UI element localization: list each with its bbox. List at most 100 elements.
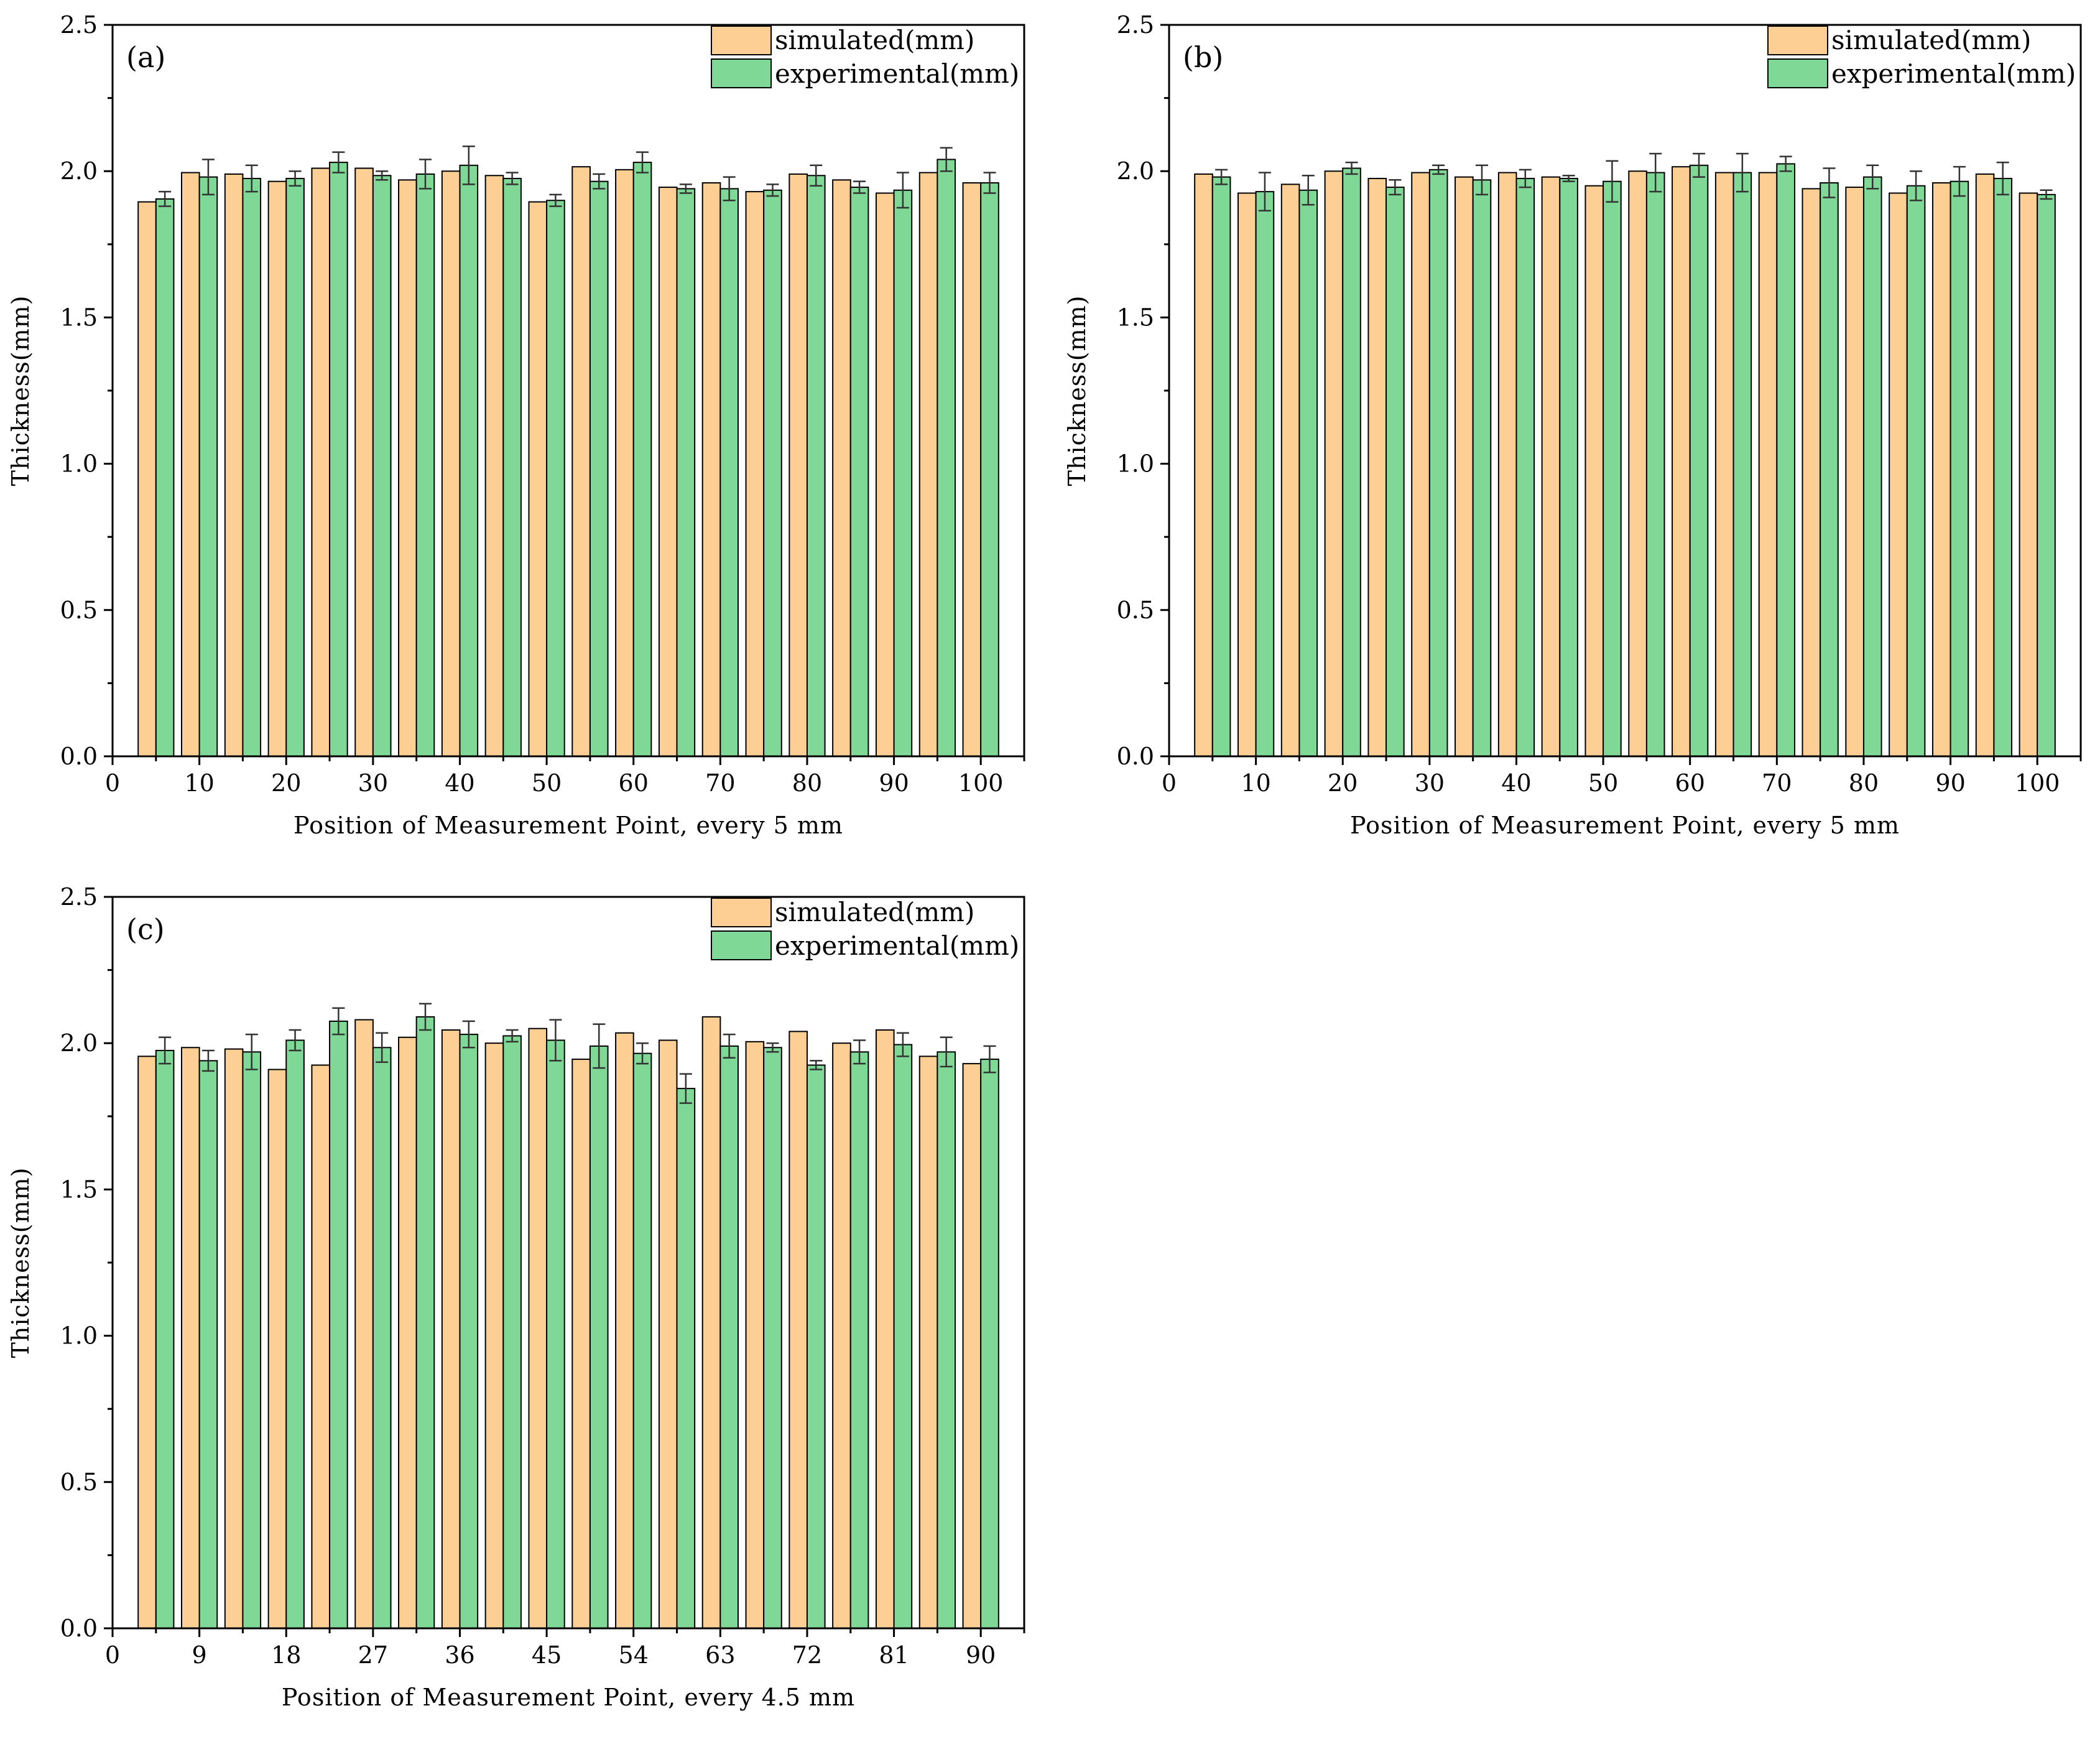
x-tick-label: 0 <box>105 1641 120 1669</box>
error-bar <box>983 1045 996 1074</box>
bar-simulated <box>701 182 721 757</box>
error-bar <box>1910 170 1923 202</box>
x-tick-label: 40 <box>1501 769 1531 797</box>
bar-experimental <box>285 177 305 757</box>
bar-experimental <box>1689 164 1709 757</box>
bar-simulated <box>224 1048 244 1630</box>
panel-label: (b) <box>1183 40 1223 74</box>
bar-simulated <box>1541 176 1561 758</box>
x-tick-label: 30 <box>1415 769 1445 797</box>
legend-swatch-simulated <box>711 898 772 927</box>
bar-experimental <box>155 1049 175 1629</box>
bar-experimental <box>155 198 175 757</box>
error-bar <box>1779 155 1792 172</box>
y-tick-label: 1.5 <box>60 304 98 331</box>
error-bar <box>1866 164 1879 190</box>
bar-simulated <box>875 192 895 758</box>
error-bar <box>853 1039 866 1065</box>
y-tick-label: 0.0 <box>1117 743 1154 770</box>
error-bar <box>245 164 258 193</box>
legend-label-simulated: simulated(mm) <box>1831 25 2031 55</box>
error-bar <box>2040 189 2053 200</box>
error-bar <box>506 172 519 185</box>
y-tick-label: 1.0 <box>60 450 98 478</box>
error-bar <box>419 159 432 190</box>
error-bar <box>201 1049 215 1072</box>
bar-simulated <box>918 1055 938 1630</box>
bar-experimental <box>1950 180 1969 757</box>
error-bar <box>983 172 996 194</box>
error-bar <box>332 151 345 174</box>
x-tick-label: 18 <box>271 1641 301 1669</box>
x-tick-label: 81 <box>879 1641 909 1669</box>
error-bar <box>1475 164 1488 196</box>
bar-experimental <box>242 177 262 757</box>
bar-simulated <box>745 191 765 757</box>
panel-label: (c) <box>126 912 165 946</box>
error-bar <box>723 1033 736 1059</box>
bar-experimental <box>893 189 913 757</box>
error-bar <box>1432 164 1445 175</box>
y-axis-title: Thickness(mm) <box>1063 295 1091 486</box>
x-tick-label: 40 <box>445 769 474 797</box>
bar-simulated <box>398 1036 417 1629</box>
bar-simulated <box>789 173 808 757</box>
error-bar <box>1562 175 1575 182</box>
error-bar <box>419 1003 432 1031</box>
bar-experimental <box>1820 182 1839 757</box>
x-tick-label: 20 <box>271 769 301 797</box>
bar-simulated <box>484 175 504 758</box>
x-tick-label: 70 <box>705 769 735 797</box>
bar-experimental <box>1211 176 1231 758</box>
error-bar <box>940 147 953 172</box>
bar-simulated <box>528 201 548 758</box>
bar-experimental <box>329 162 348 757</box>
bar-simulated <box>1714 172 1734 757</box>
bar-experimental <box>546 1039 565 1629</box>
x-tick-label: 60 <box>619 769 649 797</box>
bar-simulated <box>441 170 461 757</box>
error-bar <box>1215 169 1228 185</box>
bar-experimental <box>415 1016 435 1629</box>
y-tick-label: 1.0 <box>60 1322 98 1350</box>
legend-swatch-experimental <box>711 930 772 960</box>
bar-experimental <box>1385 187 1405 757</box>
bar-simulated <box>484 1042 504 1629</box>
bar-simulated <box>918 172 938 757</box>
chart-panel-b: 0.0 0.5 1.0 1.5 2.0 2.5 0 10 20 30 40 50 60 70 80 90 100… <box>1063 11 2082 839</box>
error-bar <box>1996 161 2009 196</box>
y-tick-label: 2.0 <box>60 1029 98 1057</box>
y-axis-title: Thickness(mm) <box>7 295 34 486</box>
x-tick-label: 45 <box>532 1641 562 1669</box>
error-bar <box>853 180 866 194</box>
error-bar <box>896 172 909 209</box>
bar-simulated <box>1455 176 1474 758</box>
error-bar <box>810 164 823 187</box>
x-tick-label: 10 <box>1241 769 1270 797</box>
bar-experimental <box>1906 185 1926 758</box>
error-bar <box>940 1036 953 1068</box>
error-bar <box>1649 152 1662 193</box>
bar-simulated <box>311 167 331 758</box>
bar-simulated <box>745 1041 765 1629</box>
error-bar <box>1302 175 1315 206</box>
y-tick-label: 0.5 <box>60 1468 98 1496</box>
y-tick-label: 0.5 <box>1117 596 1154 624</box>
x-tick-label: 80 <box>792 769 822 797</box>
legend-swatch-experimental <box>1767 58 1828 88</box>
bar-experimental <box>415 173 435 757</box>
bar-experimental <box>1515 177 1535 757</box>
x-tick-label: 63 <box>705 1641 735 1669</box>
bar-simulated <box>137 201 157 758</box>
bar-experimental <box>1645 172 1665 757</box>
panel-label: (a) <box>126 40 165 74</box>
x-tick-label: 27 <box>358 1641 388 1669</box>
error-bar <box>1823 167 1836 198</box>
bar-simulated <box>1237 192 1257 758</box>
error-bar <box>766 183 779 197</box>
legend-label-experimental: experimental(mm) <box>775 58 1019 89</box>
error-bar <box>1606 160 1619 203</box>
bar-simulated <box>1889 192 1908 758</box>
bar-experimental <box>980 1059 999 1629</box>
bar-experimental <box>459 164 479 757</box>
